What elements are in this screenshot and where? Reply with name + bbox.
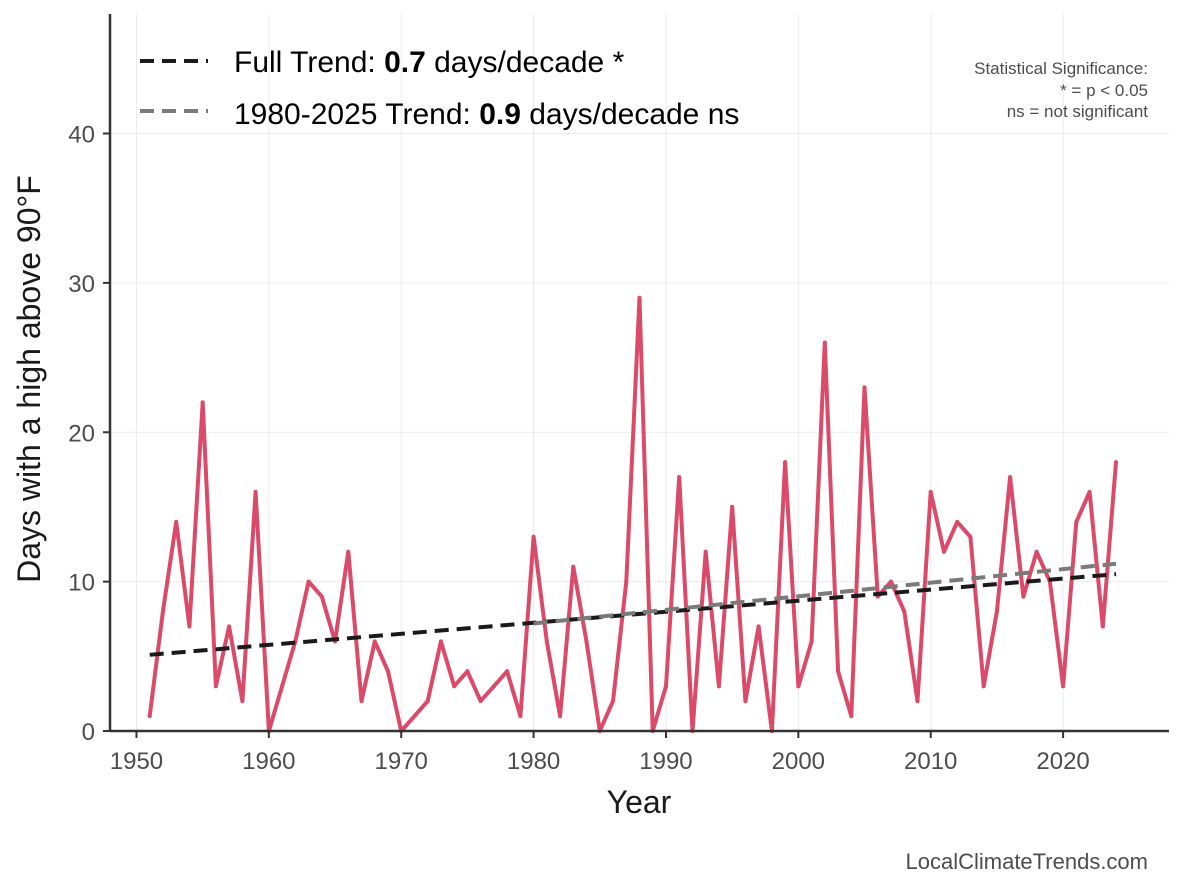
data-point xyxy=(465,669,470,674)
data-point xyxy=(1074,519,1079,524)
data-point xyxy=(915,699,920,704)
series-line-0 xyxy=(147,295,1118,733)
data-point xyxy=(1008,475,1013,480)
trend-line-1 xyxy=(533,561,1117,626)
x-tick-label: 1970 xyxy=(375,748,428,775)
y-tick-label: 40 xyxy=(68,122,95,149)
data-point xyxy=(703,549,708,554)
data-point xyxy=(663,684,668,689)
data-point xyxy=(1114,460,1119,465)
data-point xyxy=(174,519,179,524)
data-point xyxy=(280,684,285,689)
data-point xyxy=(1061,684,1066,689)
data-point xyxy=(1100,624,1105,629)
legend-label-1980-trend: 1980-2025 Trend: 0.9 days/decade ns xyxy=(234,98,739,131)
data-point xyxy=(491,684,496,689)
y-tick-label: 0 xyxy=(82,719,95,746)
data-point xyxy=(1087,490,1092,494)
trend-lines xyxy=(149,561,1117,657)
data-point xyxy=(941,549,946,554)
data-point xyxy=(531,534,536,539)
data-point xyxy=(200,400,205,405)
data-point xyxy=(306,579,311,584)
data-point xyxy=(160,609,165,614)
data-point xyxy=(1034,549,1039,554)
tick-labels: 1950 1960 1970 1980 1990 2000 2010 2020 0 10 20 30 4… xyxy=(68,122,1089,776)
data-point xyxy=(730,504,735,509)
y-tick-label: 20 xyxy=(68,420,95,447)
data-point xyxy=(611,699,616,704)
data-point xyxy=(716,684,721,689)
significance-note-title: Statistical Significance: xyxy=(974,59,1148,78)
x-tick-label: 1990 xyxy=(639,748,692,775)
data-point xyxy=(981,684,986,689)
data-series xyxy=(147,295,1119,733)
y-tick-label: 30 xyxy=(68,271,95,298)
x-tick-label: 1980 xyxy=(507,748,560,775)
data-point xyxy=(478,699,483,704)
data-point xyxy=(544,639,549,644)
data-point xyxy=(889,579,894,584)
data-point xyxy=(438,639,443,644)
data-point xyxy=(346,549,351,554)
data-point xyxy=(624,579,629,584)
data-point xyxy=(584,639,589,644)
y-tick-label: 10 xyxy=(68,570,95,597)
data-point xyxy=(359,699,364,704)
data-point xyxy=(253,490,258,494)
data-point xyxy=(677,475,682,480)
data-point xyxy=(928,490,933,494)
data-point xyxy=(412,714,417,719)
data-point xyxy=(836,669,841,674)
data-point xyxy=(849,714,854,719)
x-tick-label: 1960 xyxy=(242,748,295,775)
x-tick-label: 2000 xyxy=(772,748,825,775)
grid xyxy=(110,14,1169,732)
data-point xyxy=(372,639,377,644)
data-point xyxy=(809,639,814,644)
legend: Full Trend: 0.7 days/decade * 1980-2025 … xyxy=(140,46,739,131)
data-point xyxy=(425,699,430,704)
data-point xyxy=(783,460,788,465)
y-axis-title: Days with a high above 90°F xyxy=(11,175,47,583)
data-point xyxy=(796,684,801,689)
data-point xyxy=(518,714,523,719)
data-point xyxy=(558,714,563,719)
data-point xyxy=(994,609,999,614)
data-point xyxy=(385,669,390,674)
data-point xyxy=(902,609,907,614)
data-point xyxy=(955,519,960,524)
data-point xyxy=(862,385,867,390)
legend-label-full-trend: Full Trend: 0.7 days/decade * xyxy=(234,46,625,79)
data-point xyxy=(1021,594,1026,599)
x-axis-title: Year xyxy=(607,784,672,820)
x-tick-label: 2010 xyxy=(904,748,957,775)
significance-note: Statistical Significance: * = p < 0.05 n… xyxy=(974,59,1148,121)
source-credit: LocalClimateTrends.com xyxy=(906,849,1149,874)
x-tick-label: 1950 xyxy=(110,748,163,775)
data-point xyxy=(968,534,973,539)
data-point xyxy=(187,624,192,629)
significance-note-ns: ns = not significant xyxy=(1007,102,1149,121)
data-point xyxy=(147,714,152,719)
data-point xyxy=(452,684,457,689)
data-point xyxy=(822,340,827,345)
data-point xyxy=(756,624,761,629)
data-point xyxy=(227,624,232,629)
data-point xyxy=(743,699,748,704)
data-point xyxy=(319,594,324,599)
data-point xyxy=(505,669,510,674)
data-point xyxy=(213,684,218,689)
significance-note-p-value: * = p < 0.05 xyxy=(1060,81,1148,100)
data-point xyxy=(571,564,576,569)
data-point xyxy=(240,699,245,704)
x-tick-label: 2020 xyxy=(1036,748,1089,775)
data-point xyxy=(637,295,642,300)
